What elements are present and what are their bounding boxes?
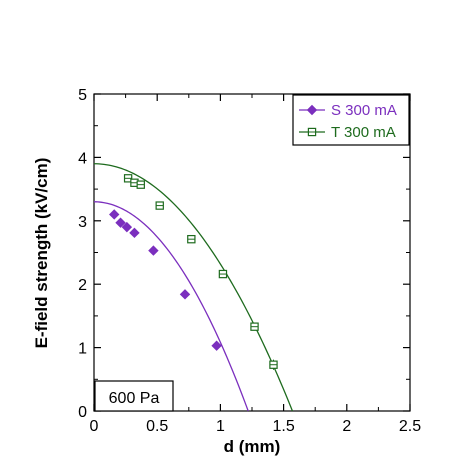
- fit-curve-2: [93, 163, 294, 412]
- y-axis-label: E-field strength (kV/cm): [32, 158, 51, 349]
- data-point: [250, 322, 259, 331]
- data-point: [129, 227, 140, 239]
- data-point: [179, 289, 191, 300]
- x-tick-label: 1.5: [272, 418, 294, 435]
- data-point: [148, 245, 159, 256]
- data-point: [115, 217, 126, 228]
- legend-marker: [307, 127, 317, 137]
- y-tick-label: 4: [78, 150, 87, 167]
- data-point: [187, 234, 196, 244]
- data-point: [109, 209, 120, 220]
- legend-box: [292, 94, 410, 146]
- axes: 0 0.5 1 1.5 2 2.5 0 1 2 3 4 5: [78, 87, 421, 435]
- x-tick-label: 2.5: [399, 418, 421, 435]
- annotation-text: 600 Pa: [109, 390, 160, 407]
- series-2: [123, 174, 278, 370]
- y-tick-label: 2: [78, 277, 87, 294]
- data-point: [218, 269, 228, 279]
- data-marks: [109, 174, 278, 370]
- series-1: [109, 209, 222, 351]
- x-tick-label: 0.5: [146, 418, 168, 435]
- data-point: [211, 340, 222, 351]
- x-tick-label: 1: [216, 418, 225, 435]
- y-tick-label: 5: [78, 87, 87, 104]
- annotation-box: 600 Pa: [94, 380, 174, 412]
- data-point: [123, 174, 133, 183]
- y-tick-label: 3: [78, 214, 87, 231]
- legend-label: T 300 mA: [331, 124, 396, 141]
- data-point: [155, 201, 164, 210]
- legend-entry-2: T 300 mA: [299, 124, 396, 141]
- data-point: [121, 221, 133, 233]
- fit-curve-1: [93, 201, 249, 412]
- x-tick-label: 2: [342, 418, 351, 435]
- data-point: [269, 360, 278, 369]
- y-tick-label: 0: [78, 404, 87, 421]
- legend-entry-1: S 300 mA: [299, 102, 397, 119]
- x-axis-label: d (mm): [224, 437, 281, 456]
- legend-marker: [306, 104, 318, 116]
- y-tick-label: 1: [78, 341, 87, 358]
- data-point: [136, 180, 145, 189]
- fit-curves: [93, 163, 294, 412]
- legend: S 300 mA T 300 mA: [292, 94, 410, 146]
- x-tick-label: 0: [90, 418, 99, 435]
- legend-label: S 300 mA: [331, 102, 397, 119]
